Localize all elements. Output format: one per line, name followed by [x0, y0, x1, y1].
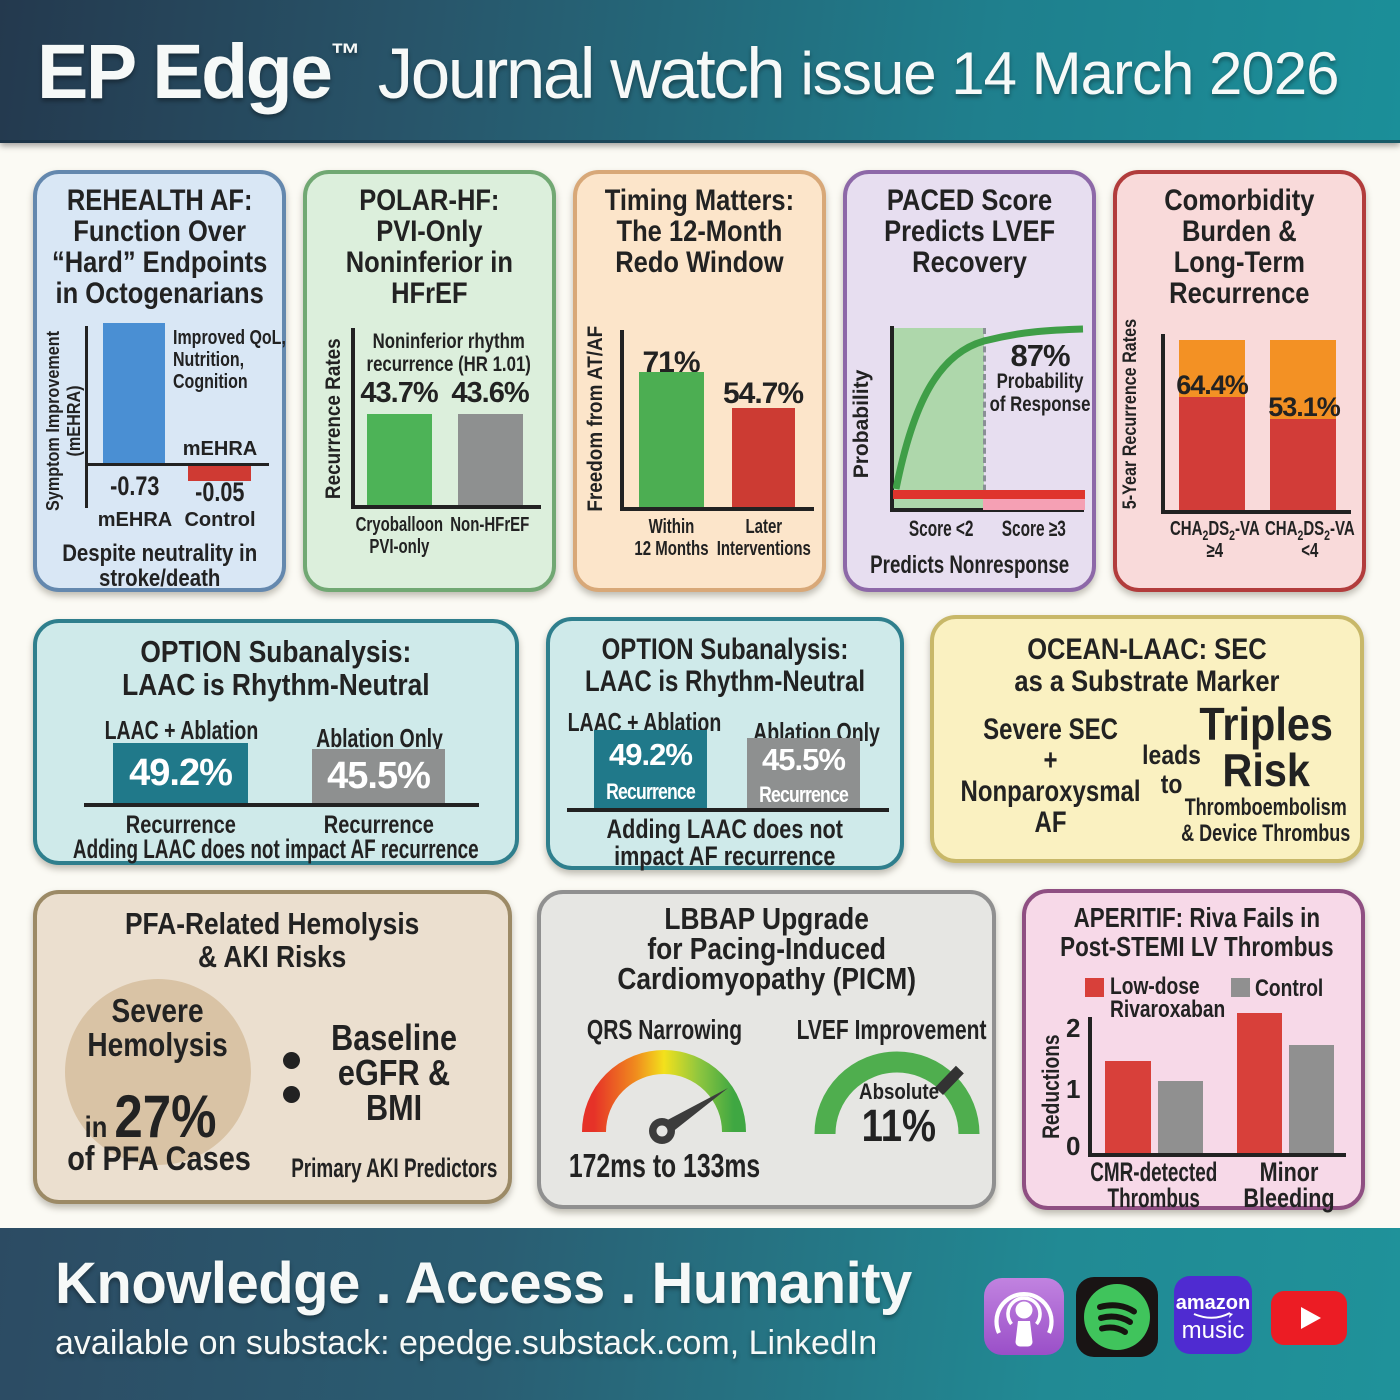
- svg-text:amazon: amazon: [1176, 1292, 1250, 1314]
- svg-text:music: music: [1182, 1317, 1245, 1344]
